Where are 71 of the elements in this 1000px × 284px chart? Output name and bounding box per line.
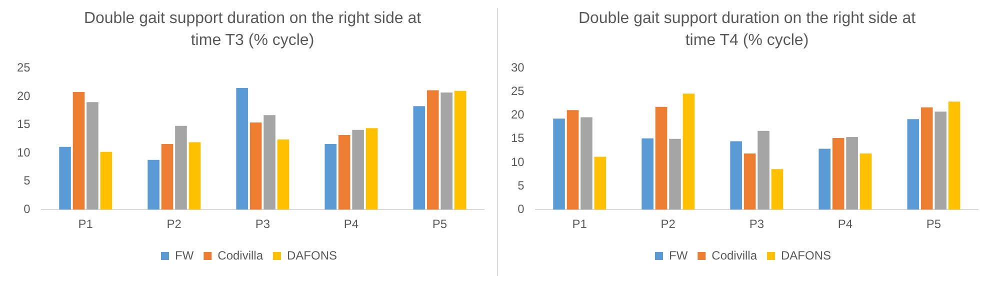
bar xyxy=(426,90,438,210)
bar xyxy=(100,152,112,210)
chart-title: Double gait support duration on the right side at time T3 (% cycle) xyxy=(82,9,422,51)
bar xyxy=(948,102,960,210)
bar xyxy=(682,94,695,210)
bar xyxy=(818,148,831,210)
bar xyxy=(440,92,452,210)
x-tick-label: P3 xyxy=(749,217,764,232)
bar xyxy=(338,134,350,210)
bar xyxy=(566,110,579,210)
x-tick-label: P2 xyxy=(166,217,182,232)
bar xyxy=(860,154,872,210)
x-tick-label: P5 xyxy=(432,217,447,232)
legend-label: DAFONS xyxy=(286,248,337,262)
y-tick-label: 25 xyxy=(510,84,525,98)
x-tick-label: P5 xyxy=(926,217,942,232)
bar xyxy=(188,142,200,210)
bar xyxy=(58,146,70,210)
y-tick-label: 0 xyxy=(518,202,525,216)
x-tick-label: P4 xyxy=(838,217,853,232)
bar xyxy=(263,115,275,210)
chart-title: Double gait support duration on the right side at time T4 (% cycle) xyxy=(577,9,917,51)
legend-label: Codivilla xyxy=(712,248,758,262)
bar xyxy=(454,90,466,210)
y-tick-label: 20 xyxy=(16,88,30,103)
y-tick-label: 5 xyxy=(23,174,30,188)
bar xyxy=(771,169,784,210)
x-tick-label: P3 xyxy=(254,217,270,232)
y-tick-label: 30 xyxy=(510,60,525,75)
bar xyxy=(907,119,920,210)
y-tick-label: 20 xyxy=(510,108,525,122)
bar xyxy=(324,144,336,210)
bar xyxy=(352,130,364,210)
y-tick-label: 15 xyxy=(510,131,525,146)
x-tick-label: P1 xyxy=(572,217,588,232)
bar xyxy=(655,106,668,210)
x-tick-label: P4 xyxy=(343,217,358,232)
y-tick-label: 5 xyxy=(518,178,525,192)
bar xyxy=(276,139,289,210)
y-tick-label: 0 xyxy=(23,202,30,216)
bar xyxy=(580,117,592,210)
bar xyxy=(236,88,248,210)
legend-label: FW xyxy=(668,248,688,262)
bar xyxy=(642,138,654,210)
bar xyxy=(669,138,681,210)
y-tick-label: 15 xyxy=(16,117,30,132)
bar xyxy=(934,112,946,210)
legend-label: Codivilla xyxy=(217,248,263,262)
bar xyxy=(249,122,262,210)
y-tick-label: 10 xyxy=(510,154,525,169)
bar xyxy=(365,128,378,210)
bar xyxy=(730,141,742,210)
y-tick-label: 25 xyxy=(16,60,30,75)
bar xyxy=(160,144,173,210)
legend-label: FW xyxy=(174,248,194,262)
y-tick-label: 10 xyxy=(16,145,30,160)
x-tick-label: P1 xyxy=(78,217,93,232)
bar xyxy=(832,138,844,210)
bar xyxy=(147,160,159,210)
bar xyxy=(758,130,770,210)
bar xyxy=(174,126,186,210)
bar xyxy=(412,106,425,210)
bar xyxy=(846,137,858,210)
legend-label: DAFONS xyxy=(781,248,832,262)
bar xyxy=(86,102,98,210)
bar xyxy=(920,107,933,210)
bar xyxy=(72,92,84,210)
bar xyxy=(744,154,756,210)
bar xyxy=(594,156,606,210)
x-tick-label: P2 xyxy=(660,217,676,232)
bar xyxy=(553,118,565,210)
